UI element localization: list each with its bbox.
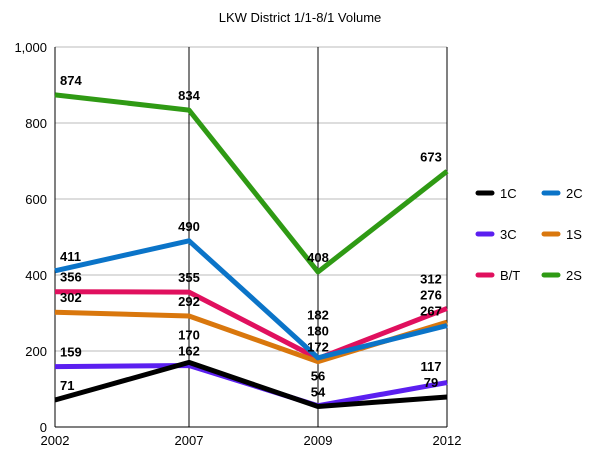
data-label: 411 [60, 249, 81, 264]
series-line-B/T [54, 289, 448, 362]
data-label: 180 [307, 324, 329, 339]
data-label: 79 [424, 375, 438, 390]
data-label: 408 [307, 250, 329, 265]
data-label: 170 [178, 327, 200, 342]
data-label: 312 [420, 272, 442, 287]
series-line-2S [54, 92, 449, 275]
data-label: 673 [420, 149, 442, 164]
data-label: 292 [178, 294, 200, 309]
series-line-2C [54, 238, 448, 361]
data-label: 302 [60, 290, 82, 305]
y-tick-label: 0 [40, 420, 47, 435]
series-line-1S [54, 309, 448, 365]
y-tick-label: 800 [25, 116, 47, 131]
legend-label: 2C [566, 186, 583, 201]
data-label: 159 [60, 345, 82, 360]
legend-label: 1S [566, 227, 582, 242]
chart-title: LKW District 1/1-8/1 Volume [219, 10, 382, 25]
data-label: 182 [307, 308, 329, 323]
legend-label: 3C [500, 227, 517, 242]
data-label: 355 [178, 270, 200, 285]
data-label: 834 [178, 88, 200, 103]
x-tick-label: 2002 [41, 433, 70, 448]
data-label: 267 [420, 304, 442, 319]
data-label: 162 [178, 343, 200, 358]
data-label: 172 [307, 340, 329, 355]
data-label: 117 [421, 359, 442, 374]
y-tick-label: 200 [25, 344, 47, 359]
data-label: 874 [60, 73, 82, 88]
legend-label: B/T [500, 268, 520, 283]
y-tick-label: 1,000 [14, 40, 47, 55]
y-tick-label: 600 [25, 192, 47, 207]
data-label: 71 [60, 378, 74, 393]
x-tick-label: 2007 [175, 433, 204, 448]
data-label: 356 [60, 270, 82, 285]
data-label: 276 [420, 288, 442, 303]
data-label: 54 [311, 384, 326, 399]
x-tick-label: 2012 [433, 433, 462, 448]
data-label: 56 [311, 368, 325, 383]
series-line-1C [54, 359, 448, 409]
x-tick-label: 2009 [304, 433, 333, 448]
legend-label: 1C [500, 186, 517, 201]
data-label: 490 [178, 219, 200, 234]
legend-label: 2S [566, 268, 582, 283]
y-tick-label: 400 [25, 268, 47, 283]
